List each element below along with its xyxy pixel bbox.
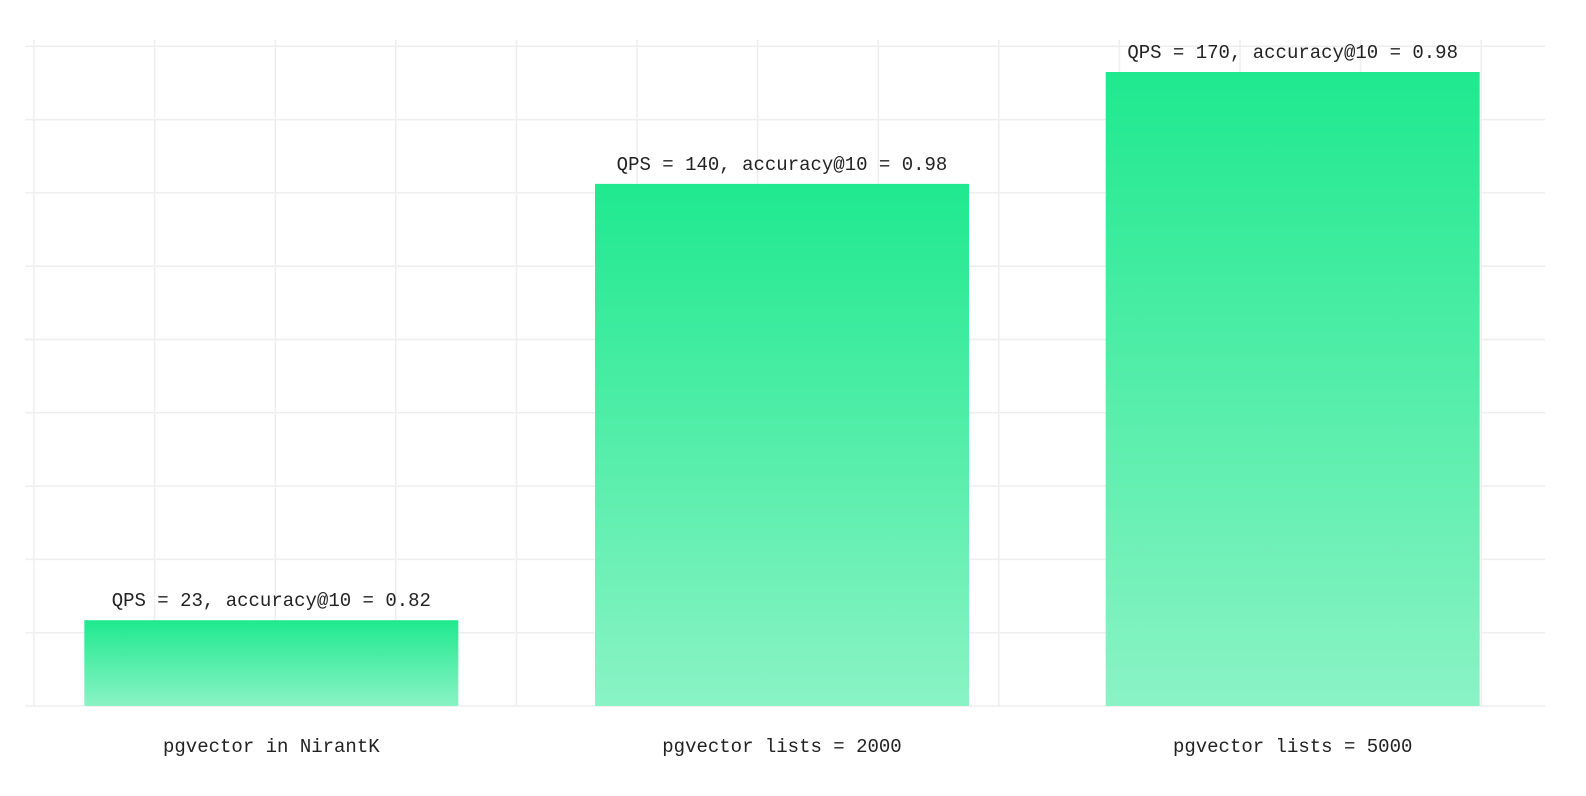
data-label: QPS = 23, accuracy@10 = 0.82	[112, 590, 431, 612]
data-label: QPS = 170, accuracy@10 = 0.98	[1127, 42, 1458, 64]
bar	[595, 183, 969, 707]
x-tick-label: pgvector lists = 5000	[1173, 736, 1412, 758]
bar	[84, 620, 459, 706]
data-label: QPS = 140, accuracy@10 = 0.98	[617, 154, 948, 176]
x-tick-label: pgvector lists = 2000	[662, 736, 901, 758]
bar	[1105, 72, 1480, 706]
x-tick-label: pgvector in NirantK	[163, 736, 380, 758]
